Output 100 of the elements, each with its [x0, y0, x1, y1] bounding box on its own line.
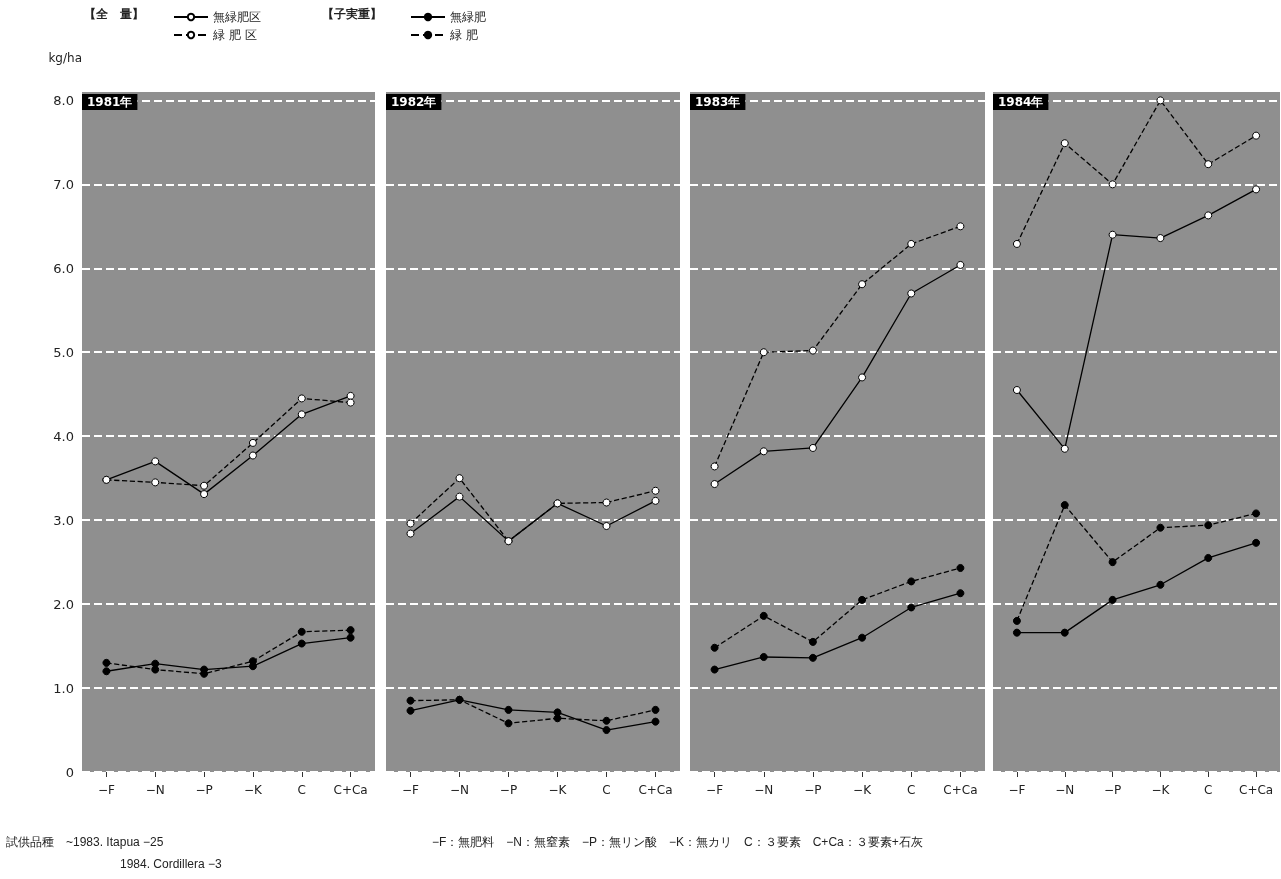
text: 【子実重】	[322, 7, 382, 21]
x-tick-label: −F	[706, 783, 724, 797]
point	[297, 410, 306, 419]
point	[1156, 96, 1165, 105]
point	[956, 589, 965, 598]
point	[956, 222, 965, 231]
point	[602, 716, 611, 725]
legend-label: 緑 肥 区	[212, 28, 257, 42]
x-tick-label: −N	[145, 783, 165, 797]
point	[1060, 501, 1069, 510]
point	[1012, 386, 1021, 395]
x-tick-label: −K	[243, 783, 263, 797]
x-tick-label: C+Ca	[638, 783, 673, 797]
y-tick-label: 2.0	[53, 596, 74, 612]
point	[1108, 595, 1117, 604]
x-tick-label: −P	[804, 783, 822, 797]
point	[651, 496, 660, 505]
point	[1060, 139, 1069, 148]
point	[808, 653, 817, 662]
point	[710, 643, 719, 652]
legend-label: 無緑肥	[450, 10, 486, 24]
point	[346, 391, 355, 400]
point	[907, 577, 916, 586]
x-tick-label: C+Ca	[333, 783, 368, 797]
point	[1204, 160, 1213, 169]
point	[200, 481, 209, 490]
point	[759, 652, 768, 661]
x-tick-label: −K	[1151, 783, 1171, 797]
point	[1204, 521, 1213, 530]
point	[858, 373, 867, 382]
point	[808, 346, 817, 355]
point	[907, 239, 916, 248]
point	[858, 280, 867, 289]
point	[455, 474, 464, 483]
point	[1012, 628, 1021, 637]
point	[151, 478, 160, 487]
point	[602, 498, 611, 507]
text: 試供品種 ~1983. Itapua −25	[6, 835, 164, 849]
point	[710, 480, 719, 489]
y-tick-label: 0	[65, 764, 74, 780]
y-tick-label: 4.0	[53, 428, 74, 444]
point	[956, 564, 965, 572]
point	[504, 719, 513, 728]
y-tick-label: 1.0	[53, 680, 74, 696]
point	[858, 595, 867, 604]
point	[406, 696, 415, 705]
point	[1252, 538, 1261, 547]
point	[248, 451, 257, 460]
y-tick-label: 3.0	[53, 512, 74, 528]
point	[1204, 553, 1213, 562]
point	[907, 289, 916, 298]
y-tick-label: 7.0	[53, 176, 74, 192]
x-tick-label: −N	[449, 783, 470, 797]
point	[808, 637, 817, 646]
point	[602, 522, 611, 531]
x-tick-label: −N	[1055, 783, 1075, 797]
x-tick-label: C+Ca	[943, 783, 978, 797]
point	[1108, 230, 1117, 239]
x-tick-label: C+Ca	[1239, 783, 1274, 797]
point	[151, 665, 160, 674]
point	[406, 519, 415, 528]
point	[346, 633, 355, 642]
chart-title: 1982年	[391, 95, 437, 109]
point	[1060, 444, 1069, 453]
x-tick-label: −N	[754, 783, 774, 797]
point	[346, 398, 355, 407]
point	[956, 260, 965, 269]
point	[759, 348, 768, 357]
point	[1252, 185, 1261, 194]
point	[759, 611, 768, 620]
text: −F：無肥料 −N：無窒素 −P：無リン酸 −K：無カリ C：３要素 C+Ca：３要素+石灰	[432, 835, 923, 849]
point	[1204, 211, 1213, 220]
legend-label: 無緑肥区	[213, 10, 261, 24]
point	[406, 706, 415, 715]
point	[297, 394, 306, 403]
point	[1108, 558, 1117, 567]
x-tick-label: C	[1204, 783, 1213, 797]
point	[651, 486, 660, 495]
point	[907, 603, 916, 612]
y-tick-label: 6.0	[53, 260, 74, 276]
x-tick-label: −K	[853, 783, 873, 797]
text: 【全 量】	[84, 7, 144, 21]
point	[553, 714, 562, 723]
point	[1252, 131, 1261, 140]
point	[1060, 628, 1069, 637]
point	[808, 443, 817, 452]
point	[602, 726, 611, 735]
chart-title: 1983年	[695, 95, 741, 109]
point	[1012, 616, 1021, 625]
point	[651, 717, 660, 726]
point	[1156, 580, 1165, 589]
x-tick-label: −F	[97, 783, 115, 797]
y-axis-title: kg/ha	[48, 51, 82, 65]
point	[102, 667, 111, 676]
point	[1156, 234, 1165, 243]
legend-label: 緑 肥	[449, 28, 478, 42]
point	[297, 639, 306, 648]
point	[1012, 239, 1021, 248]
point	[297, 627, 306, 636]
x-tick-label: C	[297, 783, 306, 797]
